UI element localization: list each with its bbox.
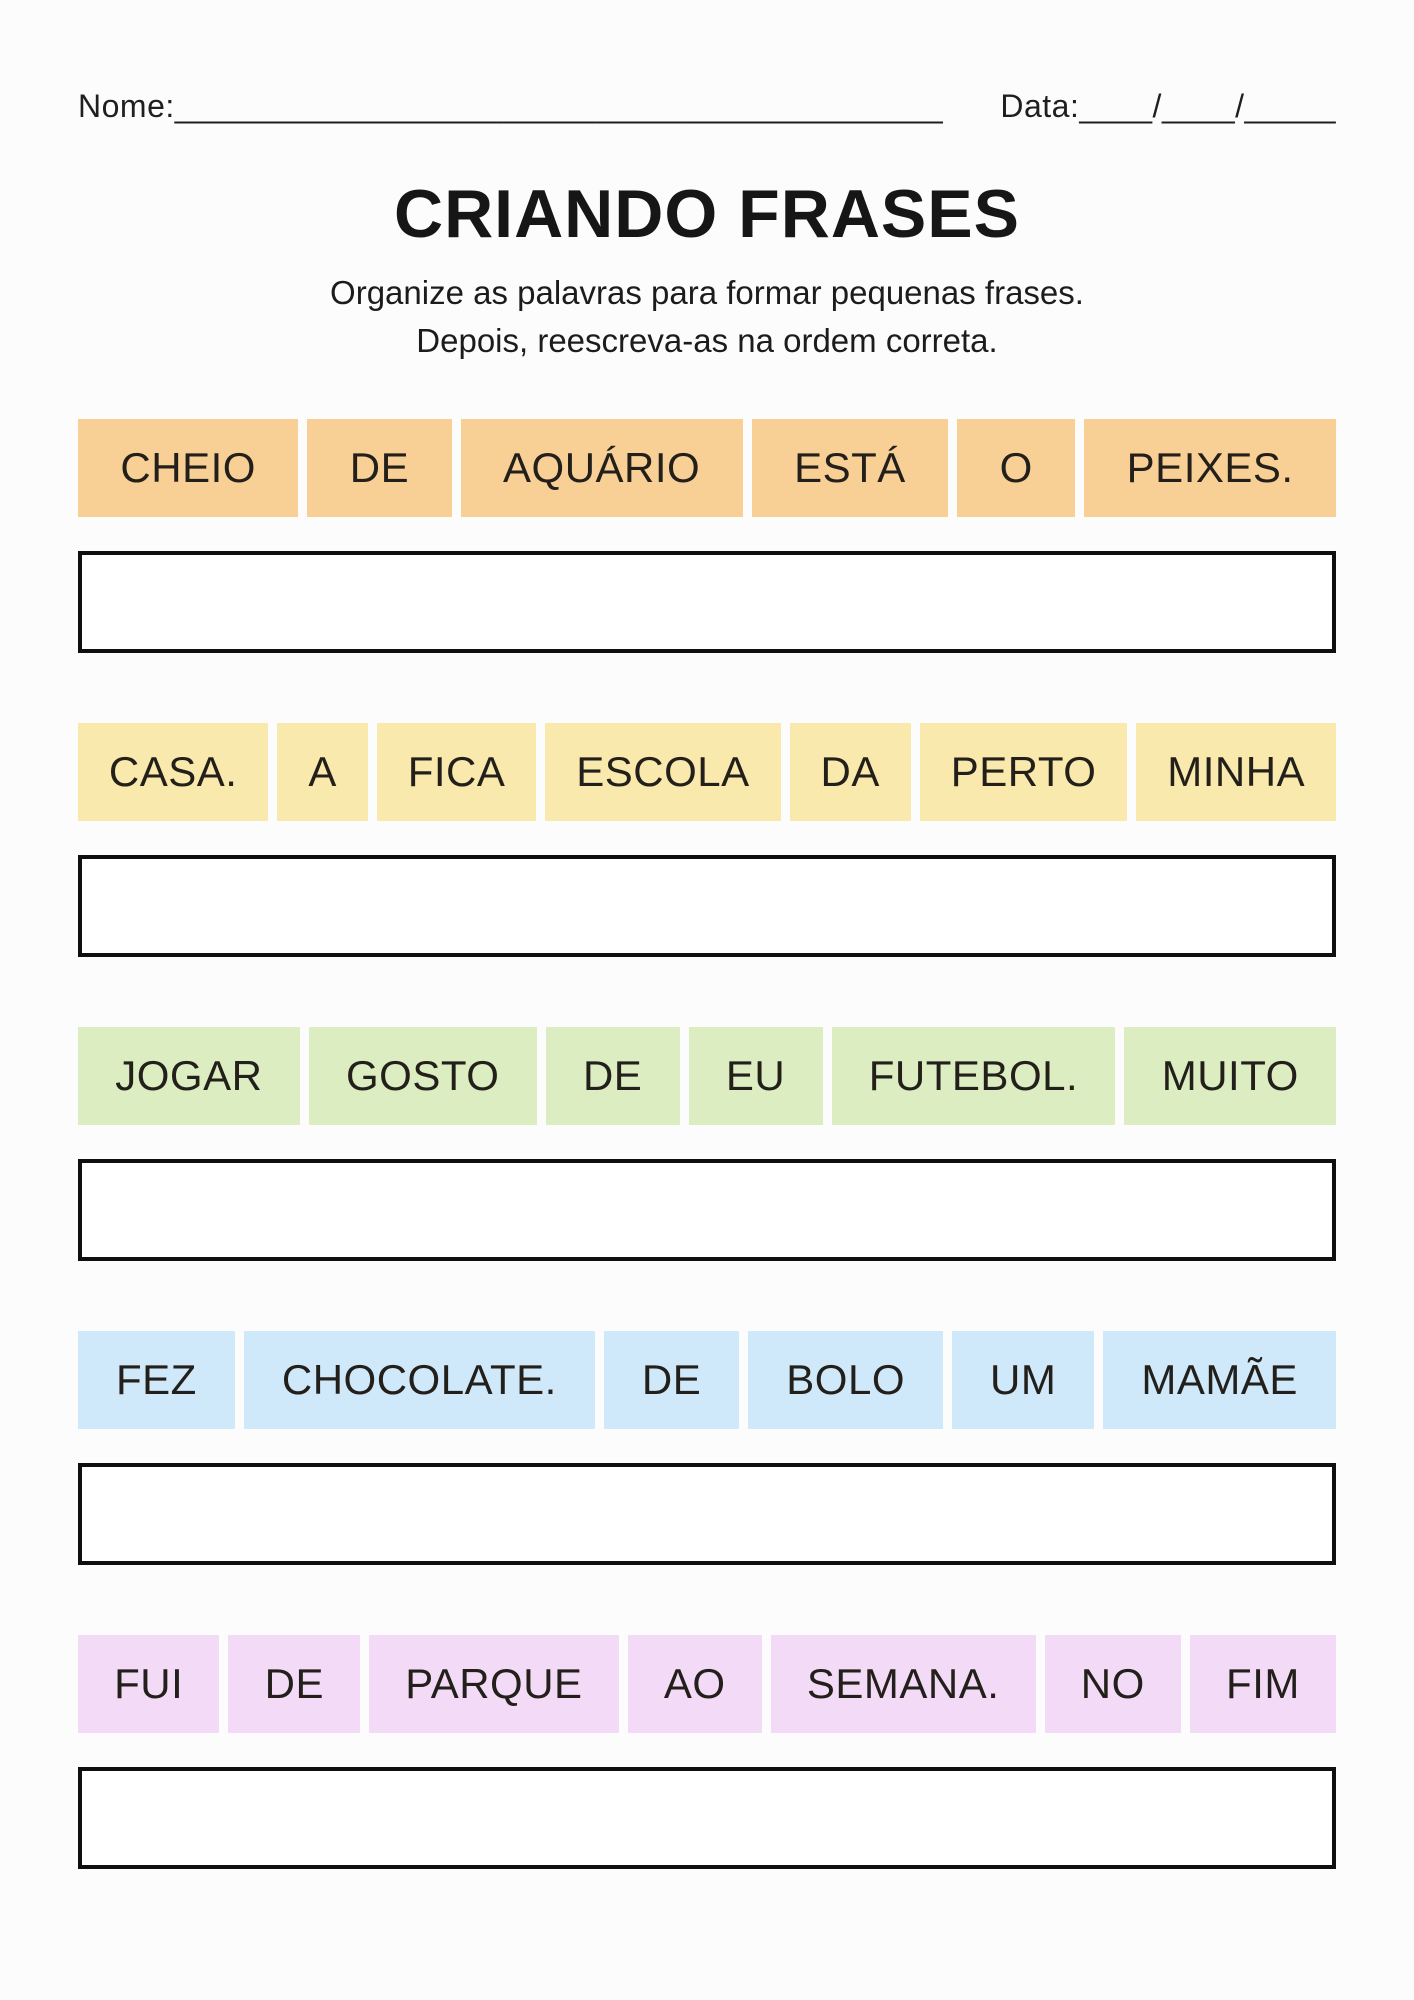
word-tile: CASA. (78, 722, 269, 821)
word-tile: DA (789, 722, 911, 821)
page-title: CRIANDO FRASES (393, 176, 1021, 252)
word-tile: PERTO (919, 722, 1128, 821)
name-label: Nome: (78, 88, 175, 124)
answer-box-3[interactable] (78, 1158, 1336, 1261)
date-field: Data: ____/____/_____ (1000, 88, 1336, 125)
instructions-line-1: Organize as palavras para formar pequena… (330, 274, 1084, 311)
word-tile: BOLO (748, 1330, 944, 1429)
date-label: Data: (1000, 88, 1080, 124)
answer-box-1[interactable] (78, 550, 1336, 653)
word-tile: CHOCOLATE. (243, 1330, 595, 1429)
word-tile: FICA (376, 722, 537, 821)
word-tile: SEMANA. (770, 1634, 1036, 1733)
word-tile: O (957, 418, 1076, 517)
word-tile: AQUÁRIO (460, 418, 743, 517)
word-tile: NO (1044, 1634, 1181, 1733)
word-tile: JOGAR (78, 1026, 300, 1125)
word-tiles-row-5: FUI DE PARQUE AO SEMANA. NO FIM (78, 1634, 1337, 1733)
name-field: Nome: ___________________________________… (78, 88, 943, 125)
word-tile: DE (545, 1026, 680, 1125)
answer-box-2[interactable] (78, 854, 1336, 957)
word-tile: EU (688, 1026, 823, 1125)
exercise-block-1: CHEIO DE AQUÁRIO ESTÁ O PEIXES. (78, 418, 1337, 653)
word-tile: DE (307, 418, 452, 517)
instructions-line-2: Depois, reescreva-as na ordem correta. (416, 321, 998, 359)
word-tile: UM (952, 1330, 1095, 1429)
word-tile: PARQUE (369, 1634, 619, 1733)
word-tile: PEIXES. (1084, 418, 1337, 517)
word-tile: FUTEBOL. (831, 1026, 1116, 1125)
word-tile: MAMÃE (1103, 1330, 1336, 1429)
exercise-block-2: CASA. A FICA ESCOLA DA PERTO MINHA (78, 722, 1337, 957)
word-tiles-row-2: CASA. A FICA ESCOLA DA PERTO MINHA (78, 722, 1337, 821)
word-tile: GOSTO (308, 1026, 537, 1125)
word-tile: FIM (1189, 1634, 1337, 1733)
name-blank-line: ________________________________________… (174, 88, 944, 124)
word-tile: AO (627, 1634, 762, 1733)
answer-box-5[interactable] (78, 1766, 1336, 1869)
word-tile: ESCOLA (545, 722, 781, 821)
word-tiles-row-1: CHEIO DE AQUÁRIO ESTÁ O PEIXES. (78, 418, 1337, 517)
word-tile: MUITO (1124, 1026, 1337, 1125)
answer-box-4[interactable] (78, 1462, 1336, 1565)
word-tile: DE (228, 1634, 361, 1733)
exercise-block-3: JOGAR GOSTO DE EU FUTEBOL. MUITO (78, 1026, 1337, 1261)
word-tile: FUI (78, 1634, 220, 1733)
exercise-block-4: FEZ CHOCOLATE. DE BOLO UM MAMÃE (78, 1330, 1336, 1565)
date-blank-line: ____/____/_____ (1079, 88, 1336, 124)
word-tile: A (277, 722, 368, 821)
word-tile: ESTÁ (751, 418, 949, 517)
word-tiles-row-4: FEZ CHOCOLATE. DE BOLO UM MAMÃE (78, 1330, 1336, 1429)
word-tile: DE (603, 1330, 740, 1429)
word-tiles-row-3: JOGAR GOSTO DE EU FUTEBOL. MUITO (78, 1026, 1337, 1125)
header-row: Nome: ___________________________________… (78, 88, 1336, 125)
exercise-block-5: FUI DE PARQUE AO SEMANA. NO FIM (78, 1634, 1337, 1869)
word-tile: MINHA (1136, 722, 1337, 821)
word-tile: CHEIO (78, 418, 299, 517)
word-tile: FEZ (78, 1330, 235, 1429)
instructions: Organize as palavras para formar pequena… (78, 269, 1336, 365)
